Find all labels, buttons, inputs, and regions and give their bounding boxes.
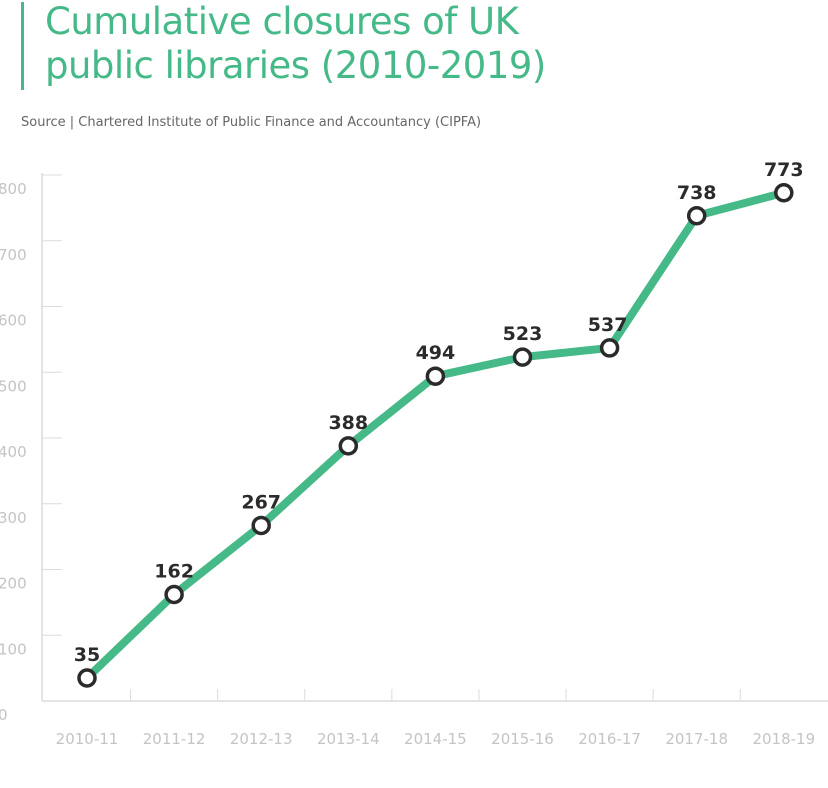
y-tick-label: 700 [0,246,27,264]
data-point [774,183,794,203]
y-tick-label: 100 [0,640,27,658]
y-tick-label: 800 [0,180,27,198]
data-label: 494 [416,342,456,364]
data-point [251,515,271,536]
title-line-1: Cumulative closures of UK [45,0,519,43]
source-note: Source | Chartered Institute of Public F… [21,115,482,130]
data-label: 267 [241,491,281,513]
data-line [83,188,788,682]
data-label: 537 [588,314,628,336]
data-point [77,668,97,688]
chart-title: Cumulative closures of UK public librari… [45,0,546,88]
data-label: 35 [74,644,100,666]
data-label: 523 [503,323,543,345]
title-line-2: public libraries (2010-2019) [45,44,546,87]
x-tick-label: 2010-11 [56,730,119,748]
data-point [338,436,359,456]
x-tick-label: 2012-13 [230,730,293,748]
x-tick-label: 2016-17 [578,730,641,748]
data-point [425,366,446,386]
x-tick-label: 2015-16 [491,730,554,748]
data-point [512,347,533,367]
x-tick-label: 2013-14 [317,730,380,748]
title-accent-bar [21,2,24,90]
data-label: 162 [154,560,194,582]
x-tick-label: 2014-15 [404,730,467,748]
y-tick-label: 300 [0,509,27,527]
data-label: 773 [764,159,804,181]
x-tick-label: 2018-19 [752,730,815,748]
data-label: 738 [677,182,717,204]
data-label: 388 [328,412,368,434]
y-tick-label: 500 [0,377,27,395]
x-tick-label: 2011-12 [143,730,206,748]
data-point [164,584,184,605]
data-point [686,206,707,226]
y-tick-label: 200 [0,575,27,593]
x-tick-label: 2017-18 [665,730,728,748]
y-tick-label: 600 [0,312,27,330]
data-point [599,338,620,358]
y-tick-label: 0 [0,706,8,724]
y-tick-label: 400 [0,443,27,461]
